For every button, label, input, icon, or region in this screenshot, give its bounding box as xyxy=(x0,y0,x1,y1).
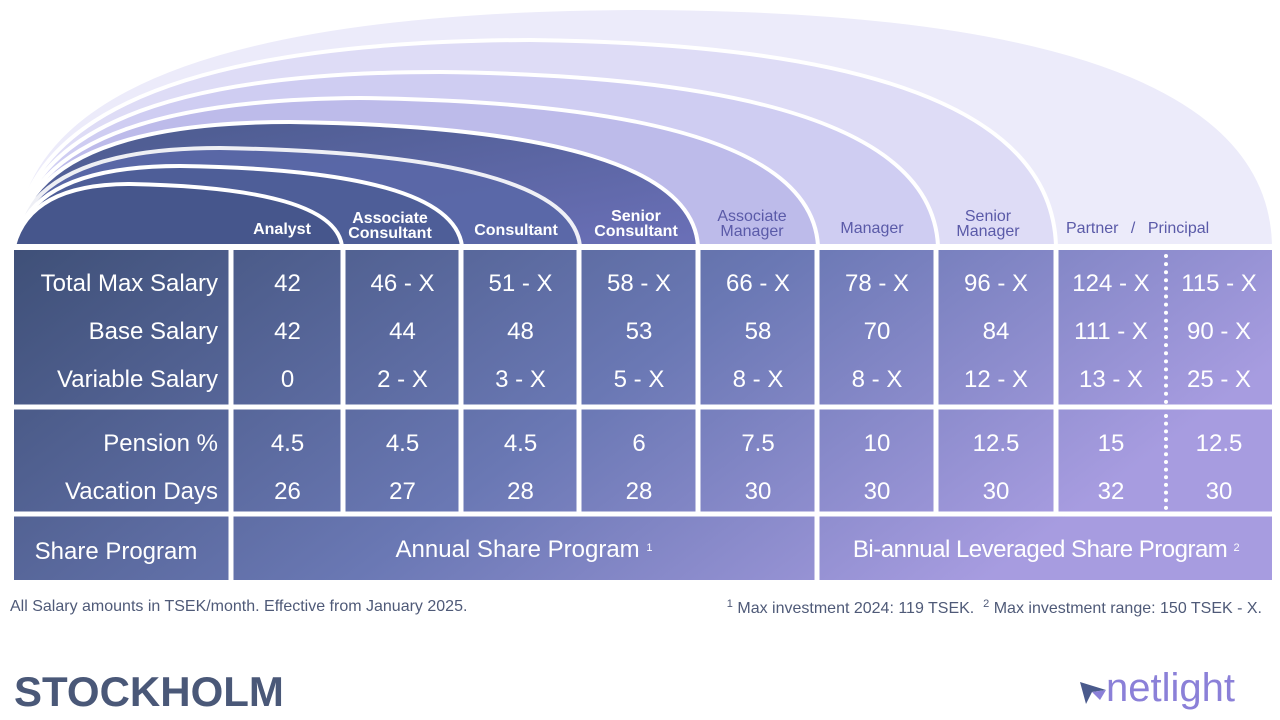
label-variable-salary: Variable Salary xyxy=(57,366,218,393)
cell-vacation-6: 30 xyxy=(982,478,1010,505)
header-senior-consultant: Senior Consultant xyxy=(594,208,678,240)
cell-variable-1: 2 - X xyxy=(377,366,428,393)
cell-base-6: 84 xyxy=(982,318,1010,345)
cell-base-1: 44 xyxy=(389,318,416,345)
header-consultant: Consultant xyxy=(474,222,558,239)
header-analyst: Analyst xyxy=(253,221,311,238)
header-associate-consultant: Associate Consultant xyxy=(348,210,432,242)
cell-total-max-6: 96 - X xyxy=(963,270,1029,297)
header-senior-manager: Senior Manager xyxy=(956,208,1020,240)
cell-base-0: 42 xyxy=(274,318,301,345)
cell-vacation-7: 32 xyxy=(1097,478,1125,505)
cell-base-8: 90 - X xyxy=(1186,318,1252,345)
partner-principal-divider xyxy=(1164,254,1168,404)
netlight-logo: netlight xyxy=(1078,666,1258,714)
cell-variable-7: 13 - X xyxy=(1078,366,1144,393)
cell-pension-7: 15 xyxy=(1097,430,1125,457)
cell-vacation-0: 26 xyxy=(274,478,301,505)
cell-variable-5: 8 - X xyxy=(851,366,903,393)
cell-variable-2: 3 - X xyxy=(495,366,546,393)
cell-base-4: 58 xyxy=(744,318,772,345)
footnote-investment: 1 Max investment 2024: 119 TSEK. 2 Max i… xyxy=(726,598,1262,617)
cell-total-max-5: 78 - X xyxy=(844,270,910,297)
cell-base-2: 48 xyxy=(507,318,534,345)
city-title: STOCKHOLM xyxy=(14,668,284,715)
cell-total-max-1: 46 - X xyxy=(370,270,435,297)
cell-total-max-4: 66 - X xyxy=(725,270,791,297)
cell-variable-4: 8 - X xyxy=(732,366,784,393)
netlight-logo-icon xyxy=(1080,682,1106,704)
cell-total-max-7: 124 - X xyxy=(1072,270,1150,297)
cell-total-max-0: 42 xyxy=(274,270,301,297)
cell-vacation-5: 30 xyxy=(863,478,891,505)
cell-pension-4: 7.5 xyxy=(741,430,775,457)
label-total-max-salary: Total Max Salary xyxy=(40,270,218,297)
header-associate-manager: Associate Manager xyxy=(717,208,787,240)
cell-pension-5: 10 xyxy=(863,430,891,457)
label-pension: Pension % xyxy=(103,430,218,457)
footnote-salary-units: All Salary amounts in TSEK/month. Effect… xyxy=(10,598,468,615)
header-manager: Manager xyxy=(840,220,904,237)
cell-pension-1: 4.5 xyxy=(385,430,420,457)
cell-pension-8: 12.5 xyxy=(1195,430,1243,457)
cell-pension-6: 12.5 xyxy=(972,430,1020,457)
share-biannual: Bi-annual Leveraged Share Program 2 xyxy=(852,536,1240,563)
label-base-salary: Base Salary xyxy=(88,318,218,345)
label-share-program: Share Program xyxy=(34,538,198,565)
cell-base-7: 111 - X xyxy=(1074,318,1148,345)
partner-principal-divider-2 xyxy=(1164,414,1168,510)
cell-total-max-2: 51 - X xyxy=(488,270,553,297)
cell-variable-6: 12 - X xyxy=(963,366,1029,393)
cell-total-max-3: 58 - X xyxy=(606,270,672,297)
cell-vacation-8: 30 xyxy=(1205,478,1233,505)
cell-vacation-3: 28 xyxy=(625,478,653,505)
table-background xyxy=(14,250,1272,580)
cell-total-max-8: 115 - X xyxy=(1181,270,1257,297)
arch-analyst xyxy=(11,181,345,248)
cell-variable-3: 5 - X xyxy=(613,366,665,393)
cell-pension-3: 6 xyxy=(632,430,646,457)
header-partner-principal: Partner / Principal xyxy=(1066,220,1210,237)
cell-variable-8: 25 - X xyxy=(1186,366,1252,393)
cell-vacation-2: 28 xyxy=(507,478,534,505)
label-vacation-days: Vacation Days xyxy=(65,478,218,505)
cell-variable-0: 0 xyxy=(280,366,295,393)
cell-base-3: 53 xyxy=(625,318,653,345)
cell-pension-2: 4.5 xyxy=(503,430,538,457)
cell-vacation-1: 27 xyxy=(389,478,416,505)
share-annual: Annual Share Program 1 xyxy=(395,536,653,563)
cell-pension-0: 4.5 xyxy=(270,430,305,457)
cell-base-5: 70 xyxy=(863,318,891,345)
cell-vacation-4: 30 xyxy=(744,478,772,505)
